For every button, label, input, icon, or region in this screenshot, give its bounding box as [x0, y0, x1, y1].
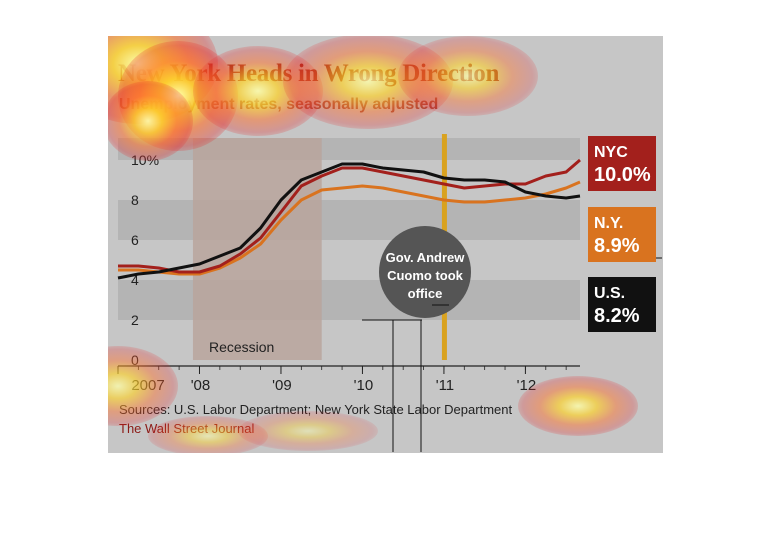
cuomo-callout-bubble	[379, 226, 471, 318]
legend-tag-ny-name: N.Y.	[594, 215, 624, 232]
grid-band	[118, 138, 580, 160]
grid-band	[118, 200, 580, 240]
y-tick-label: 10%	[131, 152, 159, 168]
cuomo-callout-text: Cuomo took	[387, 268, 464, 283]
x-tick-label: '09	[272, 377, 292, 394]
source-note: Sources: U.S. Labor Department; New York…	[119, 402, 513, 417]
pointer-lines	[362, 304, 449, 452]
legend-tag-ny-value: 8.9%	[594, 235, 640, 257]
y-tick-label: 2	[131, 312, 139, 328]
legend-tag-nyc-name: NYC	[594, 144, 628, 161]
y-tick-label: 4	[131, 272, 139, 288]
legend-tag-nyc: NYC 10.0%	[588, 136, 656, 191]
series-line-ny	[118, 180, 581, 276]
y-tick-label: 8	[131, 192, 139, 208]
legend-tag-nyc-value: 10.0%	[594, 164, 651, 186]
x-tick-label: '11	[436, 377, 454, 394]
credit-note: The Wall Street Journal	[119, 421, 255, 436]
x-tick-label: '10	[354, 377, 374, 394]
recession-label: Recession	[209, 339, 274, 355]
x-tick-label: 2007	[131, 377, 164, 394]
grid-band	[118, 280, 580, 320]
chart-title: New York Heads in Wrong Direction	[118, 60, 500, 87]
legend-tag-us-value: 8.2%	[594, 305, 640, 327]
chart-subtitle: Unemployment rates, seasonally adjusted	[119, 96, 439, 113]
cuomo-callout-text: Gov. Andrew	[386, 250, 466, 265]
x-tick-label: '08	[191, 377, 211, 394]
x-tick-label: '12	[517, 377, 537, 394]
legend-tag-us: U.S. 8.2%	[588, 277, 656, 332]
legend-tag-ny: N.Y. 8.9%	[588, 207, 656, 262]
series-line-us	[117, 162, 581, 280]
recession-band	[192, 138, 322, 360]
cuomo-callout-text: office	[408, 286, 443, 301]
legend-tag-us-name: U.S.	[594, 285, 626, 302]
y-tick-label: 6	[131, 232, 139, 248]
